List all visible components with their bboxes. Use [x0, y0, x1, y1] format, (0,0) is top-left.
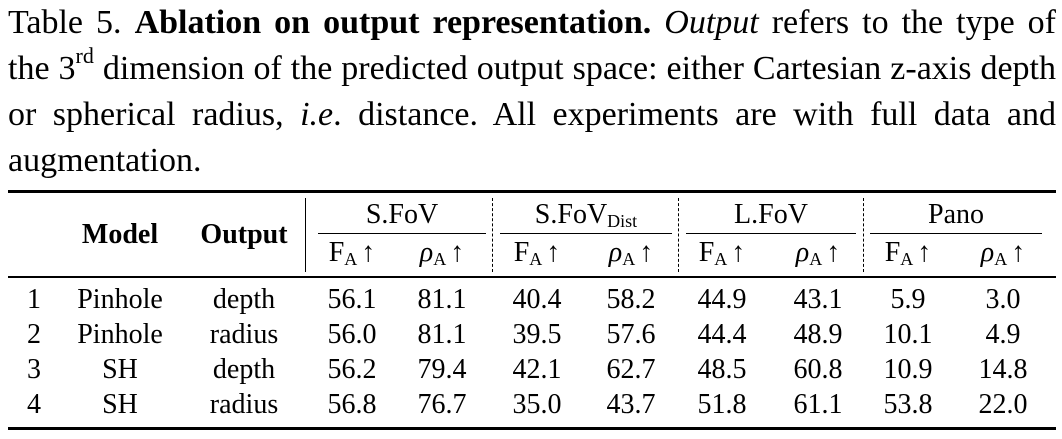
caption-output-term: Output: [664, 4, 759, 41]
row-index: 3: [27, 354, 41, 385]
row-output: radius: [209, 389, 279, 420]
header-metric-f: FA ↑: [884, 237, 932, 269]
top-rule: [8, 190, 1056, 193]
column-separator: [492, 198, 493, 272]
table-cell: 44.4: [697, 319, 747, 350]
table-cell: 56.8: [327, 389, 377, 420]
column-separator: [305, 198, 307, 272]
column-separator: [863, 198, 864, 272]
bottom-rule: [8, 427, 1056, 430]
row-index: 2: [27, 319, 41, 350]
table-cell: 43.1: [793, 284, 843, 315]
table-cell: 39.5: [512, 319, 562, 350]
table-cell: 81.1: [417, 319, 467, 350]
table-cell: 5.9: [890, 284, 926, 315]
table-cell: 10.9: [883, 354, 933, 385]
row-model: SH: [102, 389, 138, 420]
table-cell: 56.2: [327, 354, 377, 385]
table-cell: 60.8: [793, 354, 843, 385]
table-cell: 14.8: [978, 354, 1028, 385]
caption-label: Table 5.: [8, 4, 122, 41]
column-separator: [678, 198, 679, 272]
header-group-sfov: S.FoV: [365, 199, 439, 230]
table-cell: 4.9: [985, 319, 1021, 350]
table-cell: 42.1: [512, 354, 562, 385]
header-metric-rho: ρA ↑: [608, 237, 654, 269]
row-model: Pinhole: [77, 284, 163, 315]
caption-text-3: . distance. All experiments are with ful…: [8, 96, 1056, 179]
row-index: 1: [27, 284, 41, 315]
table-cell: 48.9: [793, 319, 843, 350]
table-cell: 58.2: [606, 284, 656, 315]
table-cell: 40.4: [512, 284, 562, 315]
table-cell: 51.8: [697, 389, 747, 420]
table-cell: 61.1: [793, 389, 843, 420]
table-cell: 57.6: [606, 319, 656, 350]
group-underline-pano: [870, 233, 1042, 235]
caption-text-1: refers to the type of the 3: [8, 4, 1056, 87]
table-cell: 56.1: [327, 284, 377, 315]
table-cell: 35.0: [512, 389, 562, 420]
group-underline-lfov: [686, 233, 856, 235]
group-underline-sfovdist: [500, 233, 672, 235]
row-output: depth: [212, 284, 276, 315]
table-cell: 43.7: [606, 389, 656, 420]
table-cell: 53.8: [883, 389, 933, 420]
table-cell: 48.5: [697, 354, 747, 385]
header-group-lfov: L.FoV: [734, 199, 808, 230]
caption-ie: i.e: [300, 96, 334, 133]
header-group-sfovdist: S.FoVDist: [534, 199, 638, 231]
group-underline-sfov: [318, 233, 486, 235]
row-model: Pinhole: [77, 319, 163, 350]
header-model: Model: [81, 219, 159, 250]
table-cell: 56.0: [327, 319, 377, 350]
table-cell: 81.1: [417, 284, 467, 315]
header-group-pano: Pano: [928, 199, 984, 230]
header-metric-f: FA ↑: [328, 237, 376, 269]
header-output: Output: [200, 219, 288, 250]
table-cell: 22.0: [978, 389, 1028, 420]
caption-superscript: rd: [75, 42, 94, 68]
header-metric-rho: ρA ↑: [795, 237, 841, 269]
table-cell: 79.4: [417, 354, 467, 385]
table-cell: 10.1: [883, 319, 933, 350]
caption-text-2: dimension of the predicted output space:…: [8, 50, 1056, 133]
header-metric-f: FA ↑: [513, 237, 561, 269]
table-cell: 44.9: [697, 284, 747, 315]
row-index: 4: [27, 389, 41, 420]
row-output: depth: [212, 354, 276, 385]
mid-rule: [8, 276, 1056, 278]
table-cell: 62.7: [606, 354, 656, 385]
table-caption: Table 5. Ablation on output representati…: [8, 0, 1056, 184]
row-output: radius: [209, 319, 279, 350]
table-cell: 76.7: [417, 389, 467, 420]
header-metric-rho: ρA ↑: [980, 237, 1026, 269]
row-model: SH: [102, 354, 138, 385]
header-metric-rho: ρA ↑: [419, 237, 465, 269]
table-cell: 3.0: [985, 284, 1021, 315]
header-metric-f: FA ↑: [698, 237, 746, 269]
caption-title: Ablation on output representation.: [134, 4, 652, 41]
